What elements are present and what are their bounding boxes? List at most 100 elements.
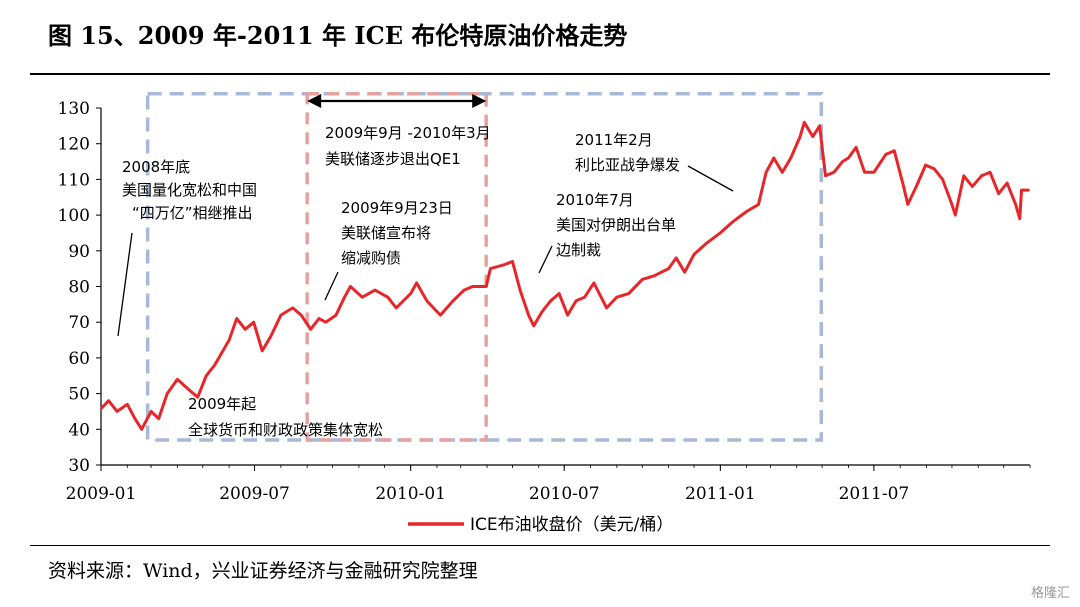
y-tick-label: 50 — [68, 385, 90, 405]
series-line — [100, 120, 1030, 431]
x-tick-label: 2010-01 — [375, 484, 446, 504]
data-point — [134, 417, 136, 420]
annotation-text-sep23: 2009年9月23日 — [341, 199, 453, 217]
data-point — [558, 293, 560, 295]
data-point — [550, 300, 552, 302]
annotation-text-sep23: 美联储宣布将 — [341, 224, 431, 242]
data-point — [641, 278, 643, 280]
data-point — [374, 289, 376, 291]
data-point — [228, 339, 230, 341]
data-point — [628, 293, 630, 295]
y-tick-label: 80 — [68, 278, 90, 298]
data-point — [873, 171, 875, 173]
data-point — [1019, 218, 1021, 220]
data-point — [519, 289, 521, 291]
data-point — [416, 282, 418, 284]
data-point — [236, 318, 238, 320]
annotation-text-libya: 2011年2月 — [575, 131, 653, 149]
bottom-rule — [30, 545, 1050, 546]
data-point — [292, 307, 294, 309]
data-point — [567, 314, 569, 316]
data-point — [907, 203, 909, 205]
data-point — [325, 321, 327, 323]
data-point — [653, 275, 655, 277]
data-point — [818, 125, 821, 127]
data-point — [472, 285, 474, 288]
data-point — [410, 293, 412, 295]
annotation-text-libya: 利比亚战争爆发 — [575, 156, 680, 174]
data-point — [1006, 182, 1008, 184]
data-point — [318, 318, 320, 320]
data-point — [915, 185, 917, 188]
period-boxes — [145, 91, 824, 442]
data-point — [841, 160, 844, 163]
data-point — [1020, 189, 1023, 191]
data-point — [693, 253, 695, 255]
data-point — [244, 328, 246, 330]
qe1-exit-period-box — [305, 91, 488, 442]
data-point — [261, 350, 263, 352]
data-point — [541, 310, 543, 313]
data-point — [885, 153, 887, 156]
chart: 30 40 50 60 70 80 90 100 110 120 130 2009-01 2009-07… — [58, 91, 1031, 535]
data-point — [108, 400, 110, 402]
annotation-text-qe1: 美联储逐步退出QE1 — [325, 150, 461, 168]
data-point — [855, 146, 857, 148]
data-point — [176, 378, 178, 380]
data-point — [101, 407, 103, 409]
data-point — [439, 314, 441, 316]
legend: ICE布油收盘价（美元/桶） — [408, 515, 673, 535]
y-tick-label: 70 — [68, 313, 90, 333]
data-point — [527, 314, 530, 316]
annotation-text-iran: 美国对伊朗出台单 — [556, 216, 676, 234]
data-point — [166, 393, 168, 395]
data-point — [150, 410, 152, 413]
data-point — [847, 157, 850, 159]
sep23-pointer — [324, 271, 339, 301]
data-point — [667, 268, 670, 270]
y-tick-label: 110 — [58, 170, 90, 190]
data-point — [280, 314, 282, 316]
data-point — [731, 221, 733, 223]
annotation-text-y2008: 2008年底 — [122, 158, 190, 176]
data-point — [485, 285, 487, 288]
x-tick-label: 2009-01 — [66, 484, 137, 504]
easing-period-box — [145, 91, 824, 442]
y2008-pointer — [117, 232, 133, 337]
annotation-text-sep23: 缩减购债 — [341, 249, 401, 267]
x-tick-label: 2011-01 — [685, 484, 756, 504]
data-point — [309, 328, 312, 330]
data-point — [803, 121, 805, 123]
data-point — [933, 168, 935, 170]
data-point — [1027, 189, 1029, 191]
data-point — [765, 171, 767, 173]
data-point — [426, 300, 428, 302]
data-point — [942, 178, 944, 180]
data-point — [606, 307, 608, 309]
data-point — [158, 417, 160, 420]
libya-pointer — [687, 165, 734, 192]
data-point — [812, 135, 814, 138]
data-point — [214, 364, 216, 366]
annotation-text-iran: 边制裁 — [556, 241, 601, 259]
data-point — [963, 175, 965, 177]
data-point — [502, 264, 504, 266]
annotation-text-y2008: 美国量化宽松和中国 — [122, 181, 257, 199]
series-layer — [100, 120, 1030, 431]
data-point — [270, 335, 272, 338]
qe1-arrow-head-left — [307, 94, 322, 108]
x-tick-label: 2011-07 — [839, 484, 910, 504]
annotation-text-global: 全球货币和财政政策集体宽松 — [188, 421, 383, 439]
annotation-text-iran: 2010年7月 — [556, 191, 634, 209]
data-point — [511, 260, 514, 263]
data-point — [188, 389, 190, 391]
data-point — [489, 268, 492, 270]
y-tick-label: 100 — [58, 206, 90, 226]
data-point — [361, 296, 363, 298]
data-point — [126, 403, 128, 405]
y-tick-label: 120 — [58, 135, 90, 155]
data-point — [616, 296, 618, 298]
annotation-text-qe1: 2009年9月 -2010年3月 — [325, 124, 491, 142]
axes: 30 40 50 60 70 80 90 100 110 120 130 2009-01 2009-07… — [58, 99, 1031, 504]
